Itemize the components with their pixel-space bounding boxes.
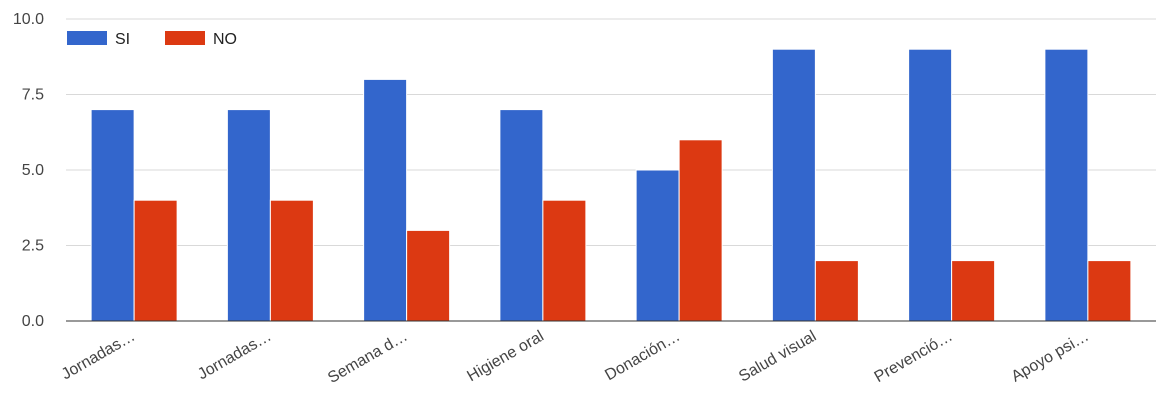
legend-label-si: SI — [115, 31, 130, 48]
bar-no — [133, 199, 178, 322]
legend-swatch-si — [67, 31, 107, 45]
x-tick-label: Jornadas… — [59, 328, 138, 384]
x-tick-label: Prevenció… — [872, 328, 956, 386]
bars — [90, 48, 1132, 322]
bar-si — [499, 109, 544, 322]
y-tick-label: 0.0 — [22, 313, 44, 330]
bar-no — [814, 260, 859, 322]
y-tick-label: 2.5 — [22, 238, 44, 255]
x-axis-ticks: Jornadas… Jornadas… Semana d… Higiene oral D… — [59, 328, 1092, 387]
x-tick-label: Salud visual — [736, 328, 819, 386]
y-axis-ticks: 0.0 2.5 5.0 7.5 10.0 — [13, 11, 44, 330]
bar-no — [406, 229, 451, 322]
x-tick-label: Apoyo psi… — [1009, 328, 1092, 386]
y-tick-label: 5.0 — [22, 162, 44, 179]
bar-no — [678, 139, 723, 322]
bar-si — [363, 78, 408, 322]
x-tick-label: Jornadas… — [195, 328, 274, 384]
x-tick-label: Semana d… — [325, 328, 411, 387]
bar-si — [635, 169, 680, 322]
legend: SI NO — [67, 31, 237, 48]
x-tick-label: Donación… — [602, 328, 683, 385]
bar-no — [951, 260, 996, 322]
y-tick-label: 7.5 — [22, 87, 44, 104]
bar-si — [1044, 48, 1089, 322]
legend-swatch-no — [165, 31, 205, 45]
bar-no — [1087, 260, 1132, 322]
y-tick-label: 10.0 — [13, 11, 44, 28]
bar-no — [269, 199, 314, 322]
x-tick-label: Higiene oral — [464, 328, 546, 385]
bar-si — [908, 48, 953, 322]
bar-no — [542, 199, 587, 322]
bar-si — [226, 109, 271, 322]
bar-si — [90, 109, 135, 322]
bar-si — [771, 48, 816, 322]
legend-label-no: NO — [213, 31, 237, 48]
